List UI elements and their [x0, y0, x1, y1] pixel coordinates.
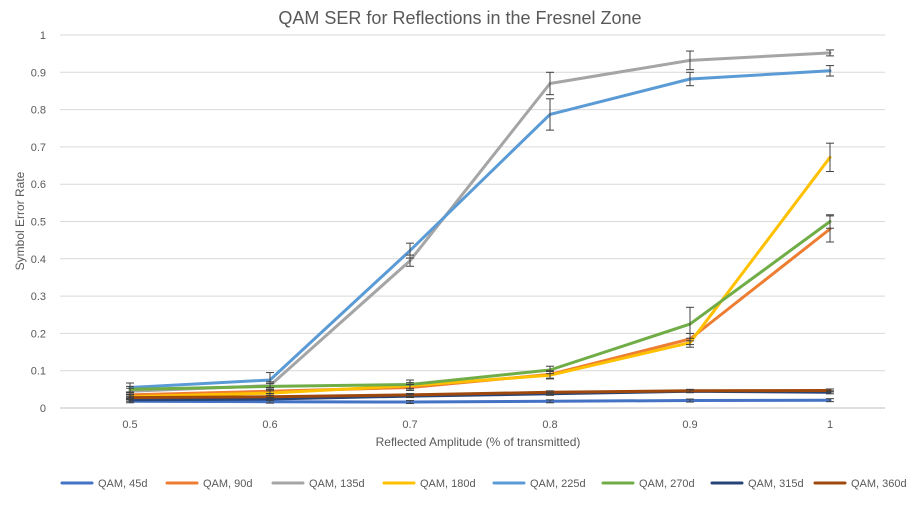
- legend-item: QAM, 135d: [271, 478, 365, 490]
- y-tick-label: 0.6: [31, 179, 46, 191]
- series-line-2: [128, 51, 832, 393]
- error-bar: [126, 385, 134, 393]
- legend-item: QAM, 270d: [601, 478, 695, 490]
- y-tick-label: 1: [40, 30, 46, 42]
- error-bar: [546, 365, 554, 375]
- x-tick-label: 1: [827, 419, 833, 431]
- y-tick-label: 0.1: [31, 366, 46, 378]
- series-line-7: [128, 389, 832, 400]
- error-bar: [406, 242, 414, 259]
- y-tick-label: 0: [40, 403, 46, 415]
- y-tick-label: 0.8: [31, 105, 46, 117]
- gridlines: [60, 34, 885, 409]
- error-bars: [126, 49, 834, 405]
- error-bar: [826, 49, 834, 57]
- error-bar: [406, 392, 414, 397]
- chart-title: QAM SER for Reflections in the Fresnel Z…: [278, 8, 641, 28]
- legend-label: QAM, 90d: [203, 478, 253, 490]
- error-bar: [686, 71, 694, 87]
- x-tick-label: 0.5: [122, 419, 137, 431]
- error-bar: [686, 306, 694, 342]
- legend-item: QAM, 315d: [710, 478, 804, 490]
- error-bar: [126, 395, 134, 400]
- legend-item: QAM, 180d: [382, 478, 476, 490]
- error-bar: [406, 400, 414, 405]
- legend: QAM, 45d QAM, 90d QAM, 135d QAM, 180d QAM, 2…: [60, 478, 907, 490]
- x-tick-label: 0.8: [542, 419, 557, 431]
- y-tick-label: 0.7: [31, 142, 46, 154]
- legend-label: QAM, 270d: [639, 478, 695, 490]
- legend-item: QAM, 45d: [60, 478, 148, 490]
- legend-label: QAM, 180d: [420, 478, 476, 490]
- legend-label: QAM, 45d: [98, 478, 148, 490]
- error-bar: [826, 65, 834, 77]
- x-axis-label: Reflected Amplitude (% of transmitted): [376, 435, 581, 449]
- series-line-1: [128, 227, 832, 397]
- error-bar: [826, 398, 834, 403]
- series-line-3: [128, 155, 832, 399]
- y-axis-tick-labels: 0 0.1 0.2 0.3 0.4 0.5 0.6 0.7 0.8 0.9 1: [31, 30, 46, 415]
- legend-label: QAM, 360d: [851, 478, 907, 490]
- series-line-5: [128, 220, 832, 391]
- series-line-4: [128, 69, 832, 389]
- legend-label: QAM, 225d: [530, 478, 586, 490]
- x-tick-label: 0.9: [682, 419, 697, 431]
- series-line-0: [128, 398, 832, 404]
- legend-item: QAM, 225d: [492, 478, 586, 490]
- error-bar: [686, 388, 694, 393]
- legend-label: QAM, 135d: [309, 478, 365, 490]
- error-bar: [266, 382, 274, 390]
- error-bar: [826, 142, 834, 173]
- legend-item: QAM, 90d: [165, 478, 253, 490]
- x-axis-tick-labels: 0.5 0.6 0.7 0.8 0.9 1: [122, 419, 833, 431]
- error-bar: [826, 214, 834, 229]
- y-tick-label: 0.2: [31, 328, 46, 340]
- y-tick-label: 0.5: [31, 217, 46, 229]
- error-bar: [266, 394, 274, 399]
- y-tick-label: 0.3: [31, 291, 46, 303]
- x-tick-label: 0.7: [402, 419, 417, 431]
- series-lines: [128, 51, 832, 404]
- error-bar: [826, 388, 834, 393]
- error-bar: [406, 379, 414, 390]
- error-bar: [546, 390, 554, 395]
- error-bar: [686, 398, 694, 403]
- legend-label: QAM, 315d: [748, 478, 804, 490]
- x-tick-label: 0.6: [262, 419, 277, 431]
- y-tick-label: 0.9: [31, 67, 46, 79]
- error-bar: [546, 71, 554, 96]
- error-bar: [686, 50, 694, 71]
- y-tick-label: 0.4: [31, 254, 46, 266]
- legend-item: QAM, 360d: [813, 478, 907, 490]
- error-bar: [546, 98, 554, 131]
- y-axis-label: Symbol Error Rate: [13, 171, 27, 270]
- error-bar: [546, 399, 554, 404]
